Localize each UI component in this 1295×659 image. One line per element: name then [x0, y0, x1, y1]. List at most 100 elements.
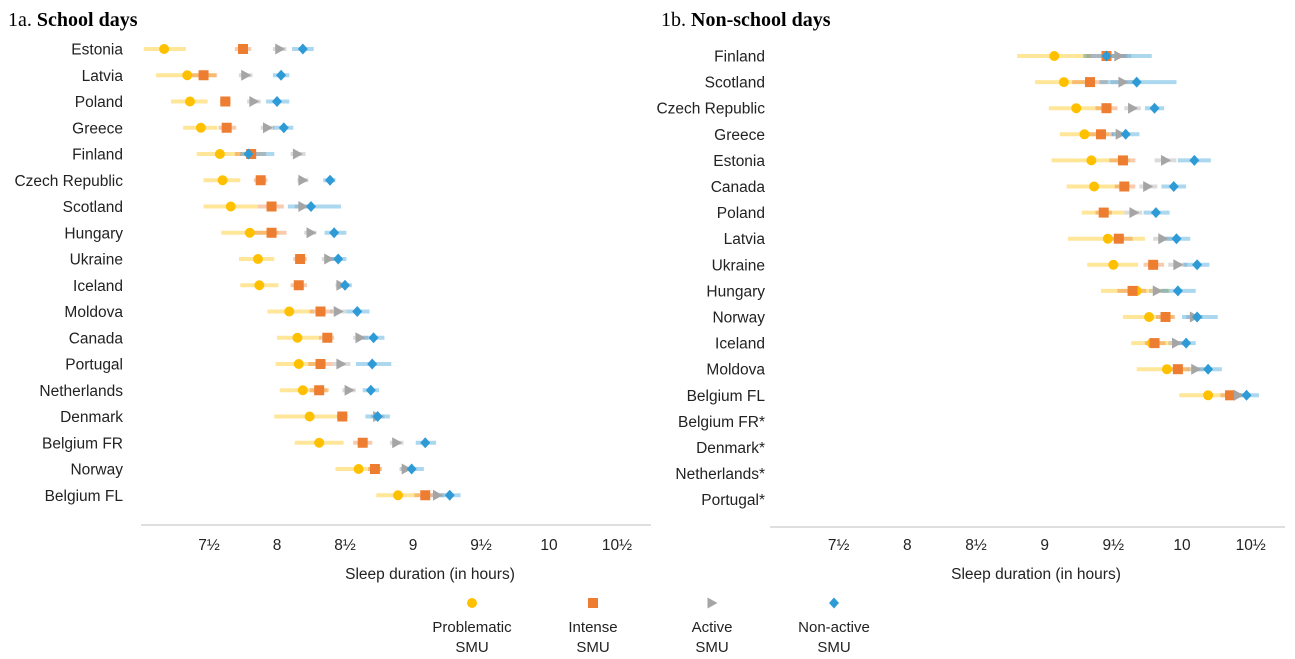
- point-nonactive: [1181, 337, 1192, 349]
- point-intense: [369, 464, 380, 474]
- point-intense: [337, 411, 348, 422]
- country-label: Hungary: [706, 283, 765, 300]
- point-problematic: [1058, 77, 1069, 88]
- point-nonactive: [1192, 311, 1203, 323]
- point-problematic: [284, 306, 295, 317]
- point-nonactive: [406, 463, 417, 475]
- point-nonactive: [367, 358, 378, 370]
- point-active: [241, 69, 252, 81]
- point-active: [1233, 389, 1244, 401]
- point-active: [1114, 50, 1125, 62]
- country-label: Latvia: [724, 231, 766, 248]
- country-label: Finland: [714, 49, 765, 66]
- row-a-norway: Norway: [70, 462, 424, 479]
- legend-label-active-0: Active: [692, 619, 733, 636]
- point-active: [336, 358, 347, 370]
- legend-label-intense-0: Intense: [568, 619, 617, 636]
- legend-label-problematic-0: Problematic: [432, 619, 512, 636]
- point-nonactive: [1171, 233, 1182, 245]
- point-intense: [314, 385, 325, 396]
- row-a-belgium-fr: Belgium FR: [42, 435, 437, 452]
- x-tick-label-a-5: 10: [540, 537, 558, 554]
- x-tick-label-a-3: 9: [409, 537, 418, 554]
- x-tick-label-b-6: 10½: [1236, 537, 1266, 554]
- row-a-czech-republic: Czech Republic: [14, 173, 336, 190]
- row-a-estonia: Estonia: [71, 42, 314, 59]
- x-tick-label-a-2: 8½: [334, 537, 356, 554]
- point-intense: [420, 490, 431, 501]
- country-label: Greece: [714, 127, 765, 144]
- point-active: [1118, 76, 1129, 88]
- row-b-canada: Canada: [711, 179, 1187, 196]
- point-nonactive: [372, 411, 383, 422]
- country-label: Czech Republic: [656, 101, 765, 118]
- x-tick-label-a-4: 9½: [470, 537, 492, 554]
- point-nonactive: [325, 174, 336, 186]
- point-active: [1172, 337, 1183, 349]
- point-active: [355, 332, 366, 344]
- point-intense: [220, 96, 231, 107]
- x-tick-label-a-6: 10½: [602, 537, 632, 554]
- row-b-poland: Poland: [717, 205, 1170, 222]
- panel-non-school-days: 1b. Non-school days 7½ 8 8½ 9 9½ 10 10½ Sleep …: [656, 9, 1285, 583]
- country-label: Denmark: [60, 409, 123, 426]
- row-a-latvia: Latvia: [82, 68, 290, 85]
- point-intense: [1117, 155, 1128, 166]
- point-problematic: [314, 437, 325, 448]
- point-problematic: [184, 96, 195, 107]
- point-active: [1161, 154, 1172, 166]
- row-a-iceland: Iceland: [73, 278, 352, 295]
- panel-b-title-text: Non-school days: [691, 9, 831, 31]
- country-label: Poland: [75, 94, 123, 111]
- point-intense: [293, 280, 304, 291]
- row-b-latvia: Latvia: [724, 231, 1191, 248]
- point-active: [275, 43, 286, 55]
- x-axis-label-a: Sleep duration (in hours): [345, 566, 515, 583]
- x-tick-label-b-1: 8: [903, 537, 912, 554]
- row-b-finland: Finland: [714, 49, 1152, 66]
- row-a-ukraine: Ukraine: [70, 252, 347, 269]
- country-label: Latvia: [82, 68, 124, 85]
- legend-item-problematic: Problematic SMU: [432, 598, 512, 656]
- country-label: Canada: [69, 330, 124, 347]
- point-intense: [198, 70, 209, 81]
- point-intense: [266, 201, 277, 212]
- row-a-greece: Greece: [72, 120, 294, 137]
- point-nonactive: [278, 122, 289, 134]
- country-label: Portugal: [65, 357, 123, 374]
- x-tick-label-b-3: 9: [1040, 537, 1049, 554]
- country-label: Belgium FR: [42, 435, 123, 452]
- point-problematic: [225, 201, 236, 212]
- point-active: [1143, 181, 1154, 192]
- point-problematic: [254, 280, 265, 291]
- point-intense: [238, 44, 248, 54]
- point-nonactive: [352, 306, 363, 317]
- rows-b: Finland Scotland Czech Republic Greece Eston…: [656, 49, 1259, 509]
- point-intense: [1098, 207, 1109, 218]
- legend-label-nonactive-0: Non-active: [798, 619, 870, 636]
- point-intense: [322, 332, 333, 343]
- row-b-estonia: Estonia: [713, 153, 1211, 170]
- country-label: Belgium FL: [45, 488, 124, 505]
- x-ticks-b: 7½ 8 8½ 9 9½ 10 10½: [828, 537, 1266, 554]
- point-intense: [221, 122, 232, 133]
- x-tick-label-b-5: 10: [1173, 537, 1191, 554]
- legend-item-intense: Intense SMU: [568, 598, 618, 656]
- legend-item-active: Active SMU: [692, 597, 733, 656]
- point-nonactive: [1149, 102, 1160, 114]
- point-nonactive: [306, 201, 316, 212]
- point-nonactive: [329, 227, 340, 239]
- row-a-canada: Canada: [69, 330, 385, 347]
- country-label: Norway: [712, 310, 765, 327]
- row-b-hungary: Hungary: [706, 283, 1196, 300]
- panel-title-non-school-days: 1b. Non-school days: [661, 9, 831, 31]
- point-nonactive: [1241, 389, 1252, 401]
- row-b-moldova: Moldova: [706, 362, 1222, 379]
- legend-marker-problematic: [467, 598, 477, 608]
- country-label: Czech Republic: [14, 173, 123, 190]
- row-b-belgium-fl: Belgium FL: [687, 388, 1259, 405]
- row-a-denmark: Denmark: [60, 409, 390, 426]
- point-nonactive: [276, 69, 287, 81]
- point-nonactive: [365, 384, 376, 396]
